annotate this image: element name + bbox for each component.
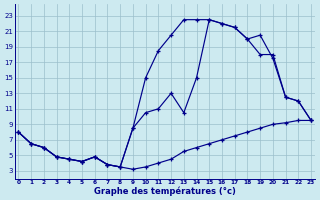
X-axis label: Graphe des températures (°c): Graphe des températures (°c) xyxy=(94,186,236,196)
